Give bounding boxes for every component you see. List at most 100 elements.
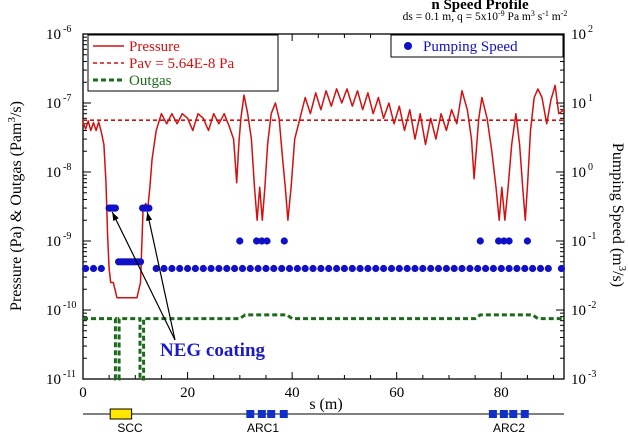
x-tick-label: 20: [180, 385, 195, 401]
pumping-speed-point: [505, 264, 513, 273]
y-right-tick-exp: -2: [588, 300, 596, 311]
pumping-speed-point: [403, 264, 411, 273]
lattice-magnet-block: [279, 410, 288, 418]
y-left-tick-exp: -7: [63, 93, 71, 104]
x-tick-label: 40: [285, 385, 300, 401]
y-left-label-sup: 3: [6, 117, 18, 123]
subtitle-m-exp: -2: [561, 9, 568, 18]
subtitle-q-exp: -9: [498, 9, 505, 18]
pumping-speed-point: [309, 264, 317, 273]
pumping-speed-point: [160, 264, 168, 273]
pumping-speed-point: [263, 237, 271, 245]
pumping-speed-point: [199, 264, 207, 273]
pumping-speed-point: [419, 264, 427, 273]
pumping-speed-point: [395, 264, 403, 273]
pumping-speed-point: [270, 264, 278, 273]
pumping-speed-point: [372, 264, 380, 273]
pumping-speed-point: [434, 264, 443, 273]
legend-right-box: [390, 34, 564, 58]
y-left-tick-label: 10: [46, 96, 61, 112]
lattice-label-arc1: ARC1: [247, 421, 279, 433]
y-right-tick-label: 10: [571, 234, 586, 250]
pumping-speed-point: [152, 264, 160, 273]
legend-left-box: [87, 34, 279, 92]
pumping-speed-point: [476, 237, 484, 245]
y-right-tick-exp: 2: [588, 24, 593, 35]
y-right-tick-label: 10: [571, 303, 586, 319]
pumping-speed-point: [466, 264, 474, 273]
pumping-speed-point: [482, 264, 490, 273]
subtitle-units-exp: 3: [531, 9, 535, 18]
x-tick-label: 80: [494, 385, 509, 401]
pumping-speed-point: [458, 264, 466, 273]
pumping-speed-point: [184, 264, 192, 273]
pumping-speed-point: [285, 264, 294, 273]
y-right-tick-exp: 0: [588, 162, 593, 173]
pumping-speed-point: [236, 237, 244, 245]
y-left-tick-label: 10: [46, 165, 61, 181]
pumping-speed-point: [258, 237, 266, 245]
y-left-label-tail: /s): [8, 101, 25, 117]
annotation-arrow-head: [146, 212, 153, 221]
lattice-magnet-block: [520, 410, 529, 418]
pumping-speed-point: [89, 264, 98, 273]
lattice-magnet-block: [488, 410, 497, 418]
pumping-speed-point: [356, 264, 364, 273]
subtitle-m: m: [549, 11, 561, 23]
y-left-tick-label: 10: [46, 372, 61, 388]
y-right-tick-label: 10: [571, 372, 586, 388]
pumping-speed-point: [380, 264, 388, 273]
pumping-speed-point: [333, 264, 341, 273]
lattice-magnet-block: [246, 410, 255, 418]
pumping-speed-point: [513, 264, 521, 273]
pumping-speed-point: [253, 237, 261, 245]
annotation-arrow-line: [146, 211, 176, 341]
pumping-speed-point: [262, 264, 270, 273]
annotation-arrow-head: [112, 212, 119, 222]
pumping-speed-point: [223, 264, 231, 273]
pumping-speed-point: [557, 264, 566, 273]
y-right-tick-label: 10: [571, 165, 586, 181]
pumping-speed-point: [97, 264, 105, 273]
neg-coating-label: NEG coating: [160, 340, 266, 361]
pumping-speed-point: [450, 264, 458, 273]
subtitle-ds: ds = 0.1 m,: [403, 11, 455, 23]
pumping-speed-point: [246, 264, 254, 273]
y-right-label-tail: /s): [609, 271, 626, 287]
pumping-speed-point: [254, 264, 262, 273]
y-left-axis-label: Pressure (Pa) & Outgas (Pam3/s): [6, 101, 25, 311]
y-left-tick-exp: -9: [63, 231, 71, 242]
pumping-speed-point: [238, 264, 247, 273]
lattice-magnet-block: [257, 410, 266, 418]
pumping-speed-point: [387, 264, 396, 273]
subtitle-s: s: [535, 11, 543, 23]
pumping-speed-point: [280, 237, 288, 245]
outgas-layer: [83, 313, 564, 381]
y-right-label-main: Pumping Speed (m: [609, 143, 626, 266]
pumping-speed-point: [143, 204, 151, 212]
outgas-series-line: [83, 313, 564, 381]
y-left-tick-label: 10: [46, 27, 61, 43]
y-right-tick-exp: 1: [588, 93, 593, 104]
pressure-layer: [82, 84, 565, 299]
x-tick-label: 60: [389, 385, 404, 401]
lattice-label-arc2: ARC2: [493, 421, 525, 433]
pumping-speed-point: [442, 264, 450, 273]
legend-left: Pressure Pav = 5.64E-8 Pa Outgas: [87, 34, 279, 92]
pumping-speed-point: [495, 237, 503, 245]
pumping-speed-point: [544, 264, 552, 273]
annotation-layer: [111, 211, 176, 341]
legend-pressure-label: Pressure: [129, 39, 180, 55]
pumping-speed-point: [348, 264, 356, 273]
pumping-speed-point: [500, 237, 508, 245]
pumping-speed-point: [497, 264, 505, 273]
pumping-speed-point: [215, 264, 223, 273]
y-left-label-main: Pressure (Pa) & Outgas (Pam: [8, 122, 25, 311]
chart-title: n Speed Profile: [431, 0, 529, 13]
pumping-speed-point: [529, 264, 537, 273]
pumping-speed-point: [207, 264, 215, 273]
pumping-speed-layer: [82, 204, 566, 273]
pumping-speed-point: [301, 264, 309, 273]
pumping-speed-point: [168, 264, 176, 273]
pumping-speed-point: [278, 264, 286, 273]
